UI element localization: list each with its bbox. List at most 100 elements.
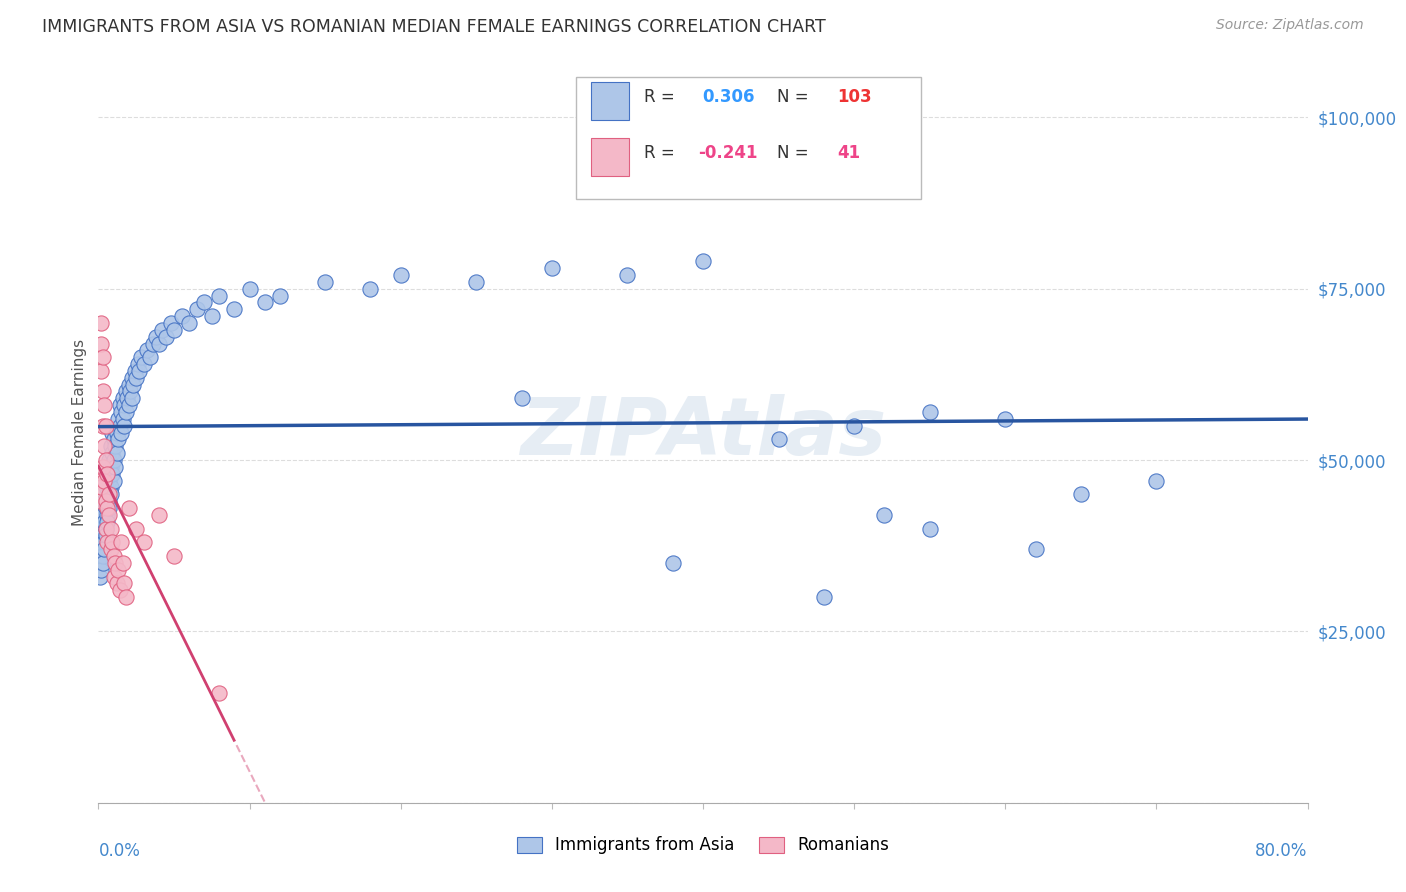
Point (1070, 487, 1092, 501)
Point (101, 425, 124, 440)
Point (103, 569, 125, 583)
Point (96, 535, 118, 549)
Point (100, 542, 122, 557)
Point (111, 392, 134, 406)
Point (94, 501, 117, 516)
Point (96, 508, 118, 522)
Text: 80.0%: 80.0% (1256, 842, 1308, 860)
Point (94, 418, 117, 433)
Point (148, 508, 170, 522)
Point (163, 549, 186, 563)
Point (98, 487, 121, 501)
Point (94, 522, 117, 536)
Text: 0.0%: 0.0% (98, 842, 141, 860)
Bar (591, 137, 630, 177)
Text: R =: R = (644, 88, 675, 106)
Point (90, 542, 112, 557)
Point (90, 480, 112, 494)
Point (918, 522, 941, 536)
Point (111, 556, 134, 570)
Text: Source: ZipAtlas.com: Source: ZipAtlas.com (1216, 18, 1364, 32)
Text: N =: N = (776, 88, 808, 106)
Point (145, 329, 167, 343)
Text: -0.241: -0.241 (699, 145, 758, 162)
Point (314, 275, 336, 289)
Point (91, 556, 114, 570)
Point (96, 487, 118, 501)
Point (118, 377, 141, 392)
Point (121, 371, 143, 385)
Text: IMMIGRANTS FROM ASIA VS ROMANIAN MEDIAN FEMALE EARNINGS CORRELATION CHART: IMMIGRANTS FROM ASIA VS ROMANIAN MEDIAN … (42, 18, 825, 36)
Point (179, 316, 201, 330)
Point (101, 446, 124, 460)
Text: R =: R = (644, 145, 675, 162)
Point (111, 412, 134, 426)
Point (150, 323, 173, 337)
Point (112, 576, 135, 591)
Point (118, 398, 141, 412)
Point (768, 433, 790, 447)
Point (129, 350, 152, 364)
Point (114, 405, 136, 419)
Text: 41: 41 (837, 145, 860, 162)
Point (96, 515, 118, 529)
Point (112, 418, 135, 433)
Point (93, 398, 115, 412)
Point (101, 467, 124, 481)
Point (873, 508, 896, 522)
Point (114, 384, 136, 399)
Point (91, 508, 114, 522)
Point (90, 522, 112, 536)
Point (127, 357, 149, 371)
Point (239, 282, 262, 296)
Point (98, 474, 121, 488)
Point (98, 508, 121, 522)
Point (93, 439, 115, 453)
Point (98, 501, 121, 516)
Point (108, 418, 131, 433)
Point (90, 336, 112, 351)
Point (208, 288, 231, 302)
Point (93, 515, 115, 529)
Point (94, 453, 117, 467)
Point (90, 316, 112, 330)
Point (110, 405, 132, 419)
Point (89, 569, 111, 583)
Point (201, 309, 224, 323)
Point (107, 433, 129, 447)
Point (269, 288, 291, 302)
Point (90, 364, 112, 378)
Point (160, 316, 183, 330)
Point (94, 528, 117, 542)
Point (93, 535, 115, 549)
Point (389, 268, 412, 282)
Point (93, 474, 115, 488)
Point (107, 563, 129, 577)
Point (89, 549, 111, 563)
Point (135, 343, 157, 358)
Point (103, 433, 125, 447)
Point (100, 480, 122, 494)
Point (918, 405, 941, 419)
Text: 0.306: 0.306 (702, 88, 754, 106)
Point (121, 392, 143, 406)
Point (94, 494, 117, 508)
Point (132, 357, 155, 371)
Point (122, 377, 145, 392)
Point (510, 392, 533, 406)
Point (104, 459, 127, 474)
Point (112, 398, 135, 412)
Point (139, 350, 162, 364)
Point (90, 563, 112, 577)
Point (94, 480, 117, 494)
Point (110, 425, 132, 440)
Point (105, 576, 128, 591)
FancyBboxPatch shape (576, 78, 921, 200)
Point (813, 590, 835, 604)
Point (1024, 542, 1046, 557)
Y-axis label: Median Female Earnings: Median Female Earnings (72, 339, 87, 526)
Point (155, 329, 177, 343)
Point (100, 522, 122, 536)
Point (105, 425, 128, 440)
Point (224, 302, 246, 317)
